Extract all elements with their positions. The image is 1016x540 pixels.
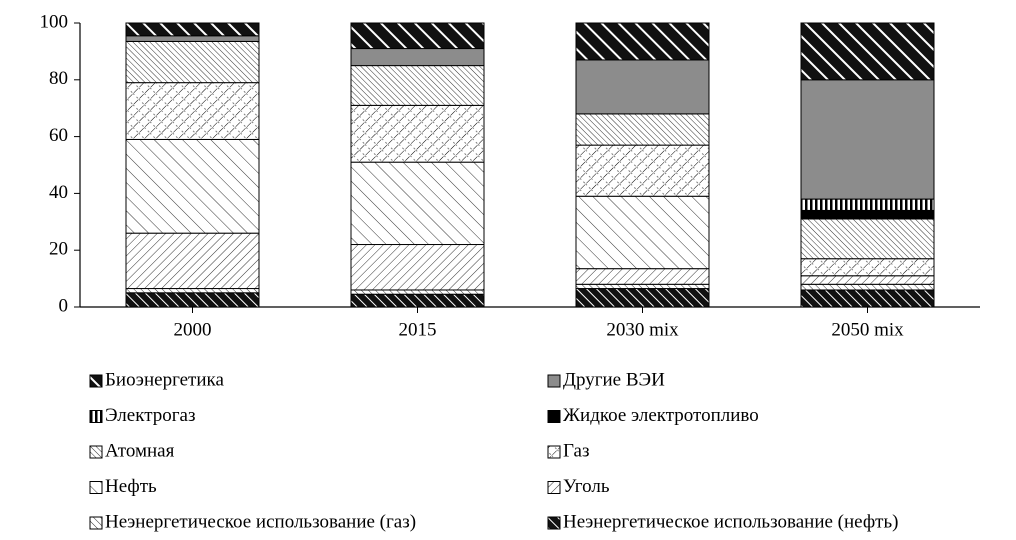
legend-label: Уголь — [563, 476, 610, 497]
legend-swatch — [89, 516, 103, 530]
x-tick-label: 2015 — [399, 319, 437, 340]
bar-segment — [125, 288, 260, 294]
y-tick-label: 40 — [49, 182, 68, 203]
bar-segment — [575, 59, 710, 115]
bar-segment — [575, 268, 710, 285]
bar-segment — [800, 198, 935, 211]
bar-segment — [575, 113, 710, 146]
y-tick-label: 80 — [49, 68, 68, 89]
x-tick-label: 2030 mix — [606, 319, 679, 340]
legend-swatch — [547, 516, 561, 530]
bar-segment — [350, 161, 485, 246]
legend-swatch — [547, 445, 561, 459]
legend-label: Электрогаз — [105, 405, 195, 426]
bar-segment — [800, 79, 935, 200]
y-tick-label: 0 — [59, 295, 69, 316]
bar-segment — [125, 292, 260, 308]
legend-swatch — [89, 374, 103, 388]
bar-segment — [800, 22, 935, 81]
bar-segment — [350, 65, 485, 106]
bar-segment — [125, 22, 260, 37]
legend-label: Нефть — [105, 476, 157, 497]
bar-segment — [575, 195, 710, 270]
legend-label: Неэнергетическое использование (газ) — [105, 511, 416, 532]
bar-segment — [350, 293, 485, 308]
legend-swatch — [89, 445, 103, 459]
legend-swatch — [547, 481, 561, 494]
legend-label: Неэнергетическое использование (нефть) — [563, 511, 898, 532]
legend-swatch — [89, 410, 103, 423]
bar-segment — [800, 209, 935, 220]
bar-segment — [575, 283, 710, 290]
bar-segment — [125, 35, 260, 42]
bar-segment — [800, 275, 935, 285]
bar-segment — [575, 22, 710, 61]
legend-label: Газ — [563, 440, 589, 461]
bar-segment — [350, 48, 485, 67]
legend-label: Жидкое электротопливо — [563, 405, 759, 426]
bar-segment — [125, 232, 260, 290]
bar-segment — [800, 258, 935, 277]
bar-segment — [350, 244, 485, 291]
bar-segment — [350, 104, 485, 163]
legend-swatch — [89, 481, 103, 494]
y-tick-label: 60 — [49, 125, 68, 146]
bar-segment — [125, 40, 260, 84]
legend-swatch — [547, 410, 561, 423]
x-tick-label: 2050 mix — [831, 319, 904, 340]
legend-label: Другие ВЭИ — [563, 369, 665, 390]
bar-segment — [575, 144, 710, 197]
legend-label: Атомная — [105, 440, 175, 461]
bar-segment — [575, 288, 710, 308]
bar-segment — [800, 283, 935, 291]
x-tick-label: 2000 — [174, 319, 212, 340]
bar-segment — [125, 82, 260, 140]
bar-segment — [800, 289, 935, 308]
bar-segment — [350, 289, 485, 295]
bar-segment — [800, 218, 935, 260]
bar-segment — [350, 22, 485, 50]
y-tick-label: 20 — [49, 239, 68, 260]
legend-swatch — [547, 374, 561, 388]
y-tick-label: 100 — [40, 11, 69, 32]
legend-label: Биоэнергетика — [105, 369, 224, 390]
bar-segment — [125, 138, 260, 234]
